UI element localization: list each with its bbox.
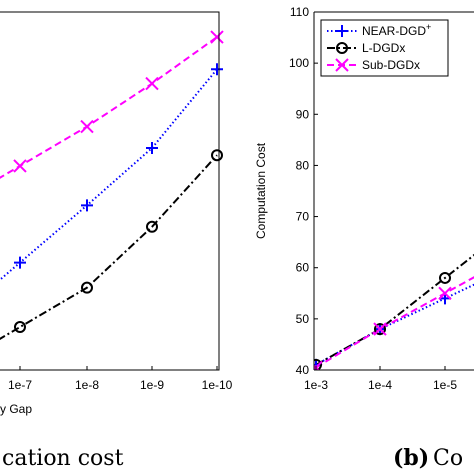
legend-label-2: Sub-DGDx: [362, 58, 420, 72]
legend-marker-2: [335, 58, 349, 72]
right-y-tick-label: 40: [296, 363, 310, 377]
left-point-0-3: [211, 63, 223, 76]
left-caption: cation cost: [2, 446, 124, 471]
legend-label-0: NEAR-DGD+: [362, 22, 431, 38]
right-point-2-1: [373, 322, 387, 336]
right-y-tick-label: 100: [289, 56, 309, 70]
right-series-line-2: [315, 276, 474, 369]
right-y-tick-label: 80: [296, 158, 310, 172]
left-point-0-2: [146, 142, 158, 155]
right-y-tick-label: 50: [296, 312, 310, 326]
right-chart: 40 50 60 70 80 90 100 110 1e-3 1e-4 1e-5 Computat…: [254, 5, 474, 392]
left-point-1-2: [146, 220, 158, 233]
left-point-2-2: [145, 76, 159, 91]
left-series-lines: [0, 36, 218, 340]
legend-label-1: L-DGDx: [362, 41, 405, 55]
legend-label-sup: +: [426, 22, 431, 32]
left-x-tick-label: 1e-8: [75, 378, 99, 392]
right-x-tick-label: 1e-3: [304, 378, 328, 392]
right-series-line-1: [315, 253, 474, 366]
right-point-1-2: [439, 271, 451, 284]
left-chart: 1e-7 1e-8 1e-9 1e-10 y Gap: [0, 11, 233, 416]
left-series-line-1: [0, 154, 218, 340]
right-y-ticks: 40 50 60 70 80 90 100 110: [289, 5, 318, 377]
left-point-2-3: [210, 30, 224, 44]
left-point-2-1: [80, 119, 94, 134]
left-point-1-3: [211, 149, 223, 162]
left-x-tick-label: 1e-10: [202, 378, 233, 392]
left-x-ticks: 1e-7 1e-8 1e-9 1e-10: [8, 366, 233, 392]
right-x-tick-label: 1e-4: [368, 378, 392, 392]
left-x-tick-label: 1e-7: [8, 378, 32, 392]
right-y-tick-label: 70: [296, 210, 310, 224]
right-x-tick-label: 1e-5: [433, 378, 457, 392]
left-series-line-2: [0, 36, 218, 179]
legend-marker-1: [336, 42, 348, 54]
left-point-1-1: [81, 281, 93, 294]
left-plot-frame: [0, 11, 220, 371]
right-y-tick-label: 60: [296, 261, 310, 275]
left-x-axis-label: y Gap: [0, 402, 32, 416]
right-caption-tag: (b): [393, 445, 429, 471]
right-caption-text: Co: [433, 446, 463, 471]
right-legend: NEAR-DGD+ L-DGDx Sub-DGDx: [320, 19, 449, 77]
right-point-2-2: [438, 286, 452, 300]
left-point-1-0: [14, 321, 26, 334]
right-y-axis-label: Computation Cost: [254, 142, 268, 239]
left-series-markers: [13, 30, 224, 334]
right-y-tick-label: 90: [296, 107, 310, 121]
left-point-2-0: [13, 159, 27, 173]
left-point-0-1: [81, 199, 93, 212]
left-x-tick-label: 1e-9: [140, 378, 164, 392]
right-x-ticks: 1e-3 1e-4 1e-5: [304, 366, 457, 392]
left-point-0-0: [14, 256, 26, 269]
right-series-lines: [315, 253, 474, 369]
right-y-tick-label: 110: [290, 5, 309, 19]
right-point-1-1: [374, 323, 386, 336]
left-series-line-0: [0, 68, 218, 282]
legend-marker-0: [336, 25, 348, 37]
